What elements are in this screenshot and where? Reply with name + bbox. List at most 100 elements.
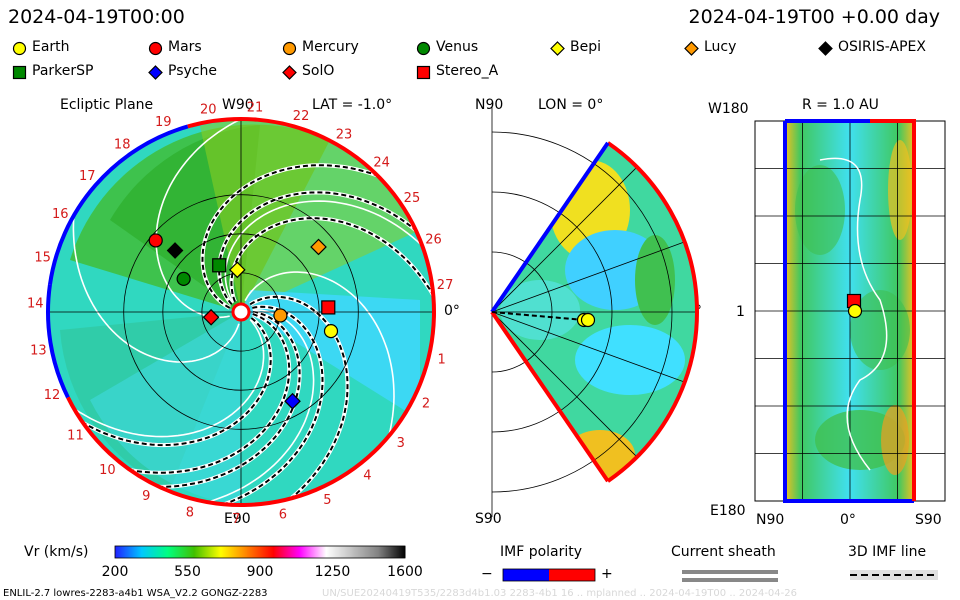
field-line-halo [249,294,350,500]
body-earth [580,312,596,328]
streamline [72,215,240,363]
legend-item: Psyche [148,63,217,80]
field-line-halo [229,216,434,303]
carrington-label: 24 [373,155,390,170]
ecliptic-top-label: W90 [222,97,254,113]
synoptic-left-label: 1 [736,304,745,320]
carrington-label: 15 [34,250,51,265]
imf-title: IMF polarity [500,544,583,560]
legend-symbol [148,65,163,80]
body-osiris-apex [166,242,184,259]
line3d-title: 3D IMF line [848,544,927,560]
body-mars [148,233,163,248]
carrington-label: 26 [425,233,442,248]
synoptic-top-label: W180 [708,101,749,117]
field-line [82,317,272,447]
body-venus [176,271,191,286]
ecliptic-panel [48,119,434,505]
carrington-label: 14 [27,297,44,312]
synoptic-panel [785,121,914,501]
field-line [491,311,585,321]
ecliptic-bottom-label: E90 [224,511,251,527]
field-line [218,191,417,305]
carrington-label: 13 [30,343,47,358]
colorbar-tick-label: 900 [247,564,274,580]
legend-item: Lucy [684,39,736,56]
legend-item: ParkerSP [12,63,93,80]
body-stereo_a [846,293,862,309]
field-line-halo [223,304,325,505]
line3d-halo [850,570,938,580]
synoptic-x-label: 0° [840,512,856,528]
synoptic-frame [754,120,946,502]
polarity-arc-positive [606,141,699,483]
colorbar-segment [194,546,221,558]
body-earth [576,312,592,328]
body-psyche [284,392,301,410]
field-line-halo [129,312,292,475]
carrington-label: 8 [186,506,194,521]
carrington-label: 2 [422,397,430,412]
colorbar-tick-label: 550 [174,564,201,580]
legend-symbol [282,65,297,80]
date-right: 2024-04-19T00 +0.00 day [688,6,940,28]
polarity-edge-negative [783,121,914,503]
field-line-halo [217,190,418,306]
imf-plus: + [601,566,613,582]
colorbar-tick-label: 200 [102,564,129,580]
legend-symbol [684,41,699,56]
streamline [207,309,315,503]
colorbar-segment [352,546,380,558]
date-left: 2024-04-19T00:00 [8,6,185,28]
footer-left: ENLIL-2.7 lowres-2283-a4b1 WSA_V2.2 GONG… [3,588,268,599]
streamline [73,319,265,438]
field-line [201,164,378,309]
field-line-halo [200,163,379,310]
body-solo [202,308,220,326]
streamline [224,200,423,304]
range-ring [491,251,553,373]
sheath-swatch [682,570,778,574]
carrington-label: 1 [438,352,446,367]
streamline [244,271,395,437]
polarity-edge-positive [490,310,610,483]
range-ring [201,272,281,352]
range-ring [491,131,673,493]
legend-item: Bepi [550,39,601,56]
current-sheath-line [819,157,888,471]
synoptic-r: R = 1.0 AU [802,97,879,113]
body-bepi [228,261,246,279]
carrington-label: 27 [437,278,454,293]
legend-symbol [416,41,431,56]
range-ring [123,194,359,430]
colorbar-title: Vr (km/s) [24,544,89,560]
polarity-arc-positive [66,117,436,507]
carrington-label: 19 [155,115,172,130]
ecliptic-title: Ecliptic Plane [60,97,154,113]
carrington-label: 16 [52,207,69,222]
polarity-edge-positive [870,119,916,501]
colorbar-segment [115,546,142,558]
colorbar-segment [378,546,406,558]
legend-symbol [550,41,565,56]
legend-item: Mars [148,39,202,56]
sun-boundary [231,302,251,322]
imf-minus: − [481,566,493,582]
colorbar-segment [246,546,274,558]
carrington-label: 4 [363,469,371,484]
polarity-edge-negative [490,141,610,314]
carrington-label: 23 [336,128,353,143]
legend-symbol [12,65,27,80]
colorbar-tick-label: 1600 [387,564,423,580]
colorbar-segment [325,546,353,558]
legend-symbol [12,41,27,56]
carrington-label: 6 [279,508,287,523]
carrington-label: 11 [67,429,84,444]
meridional-lon: LON = 0° [538,97,604,113]
body-mercury [273,308,288,323]
synoptic-x-label: N90 [756,512,785,528]
field-line [223,305,324,505]
grid-spoke [491,241,685,313]
